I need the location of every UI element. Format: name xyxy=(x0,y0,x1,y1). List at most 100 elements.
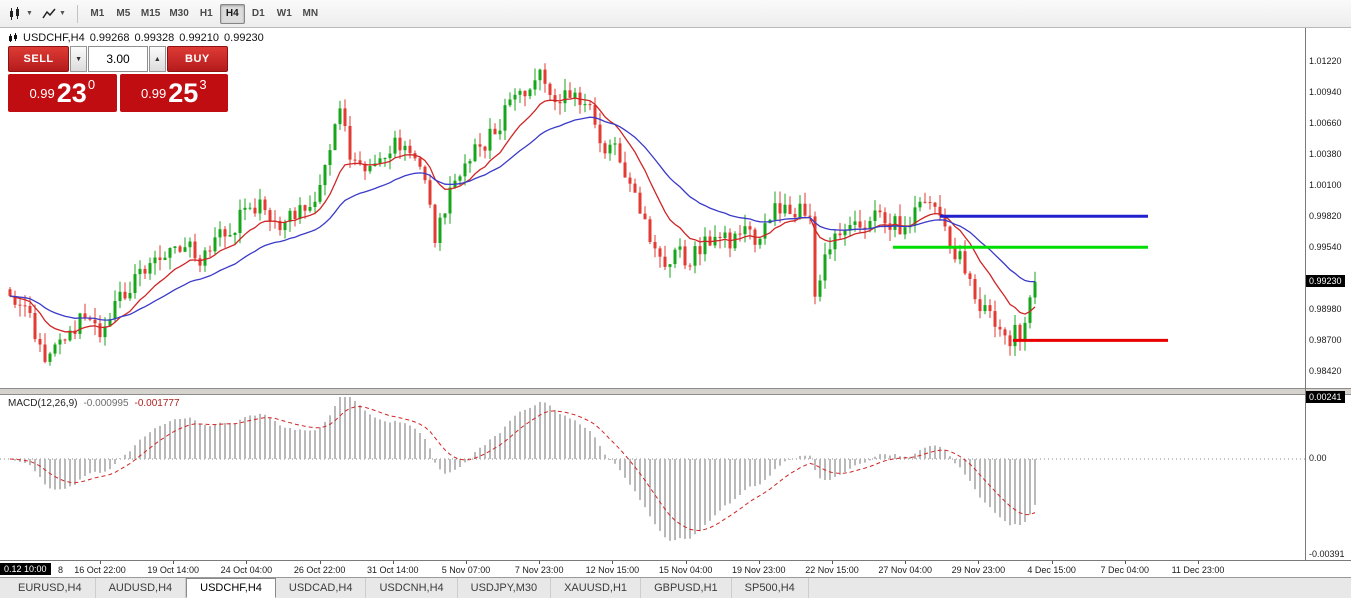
macd-signal-value: -0.001777 xyxy=(134,398,180,409)
time-axis-tick xyxy=(612,561,614,564)
candles-layer xyxy=(8,63,1037,366)
close-value: 0.99230 xyxy=(224,32,264,44)
buy-button[interactable]: BUY xyxy=(166,46,228,72)
top-toolbar: ▼ ▼ M1 M5 M15 M30 H1 H4 D1 W1 MN xyxy=(0,0,1351,28)
time-axis-tick xyxy=(1124,561,1126,564)
chart-ohlc-header: USDCHF,H4 0.99268 0.99328 0.99210 0.9923… xyxy=(8,32,264,44)
chart-type-button[interactable]: ▼ xyxy=(4,3,37,25)
time-axis-label: 19 Oct 14:00 xyxy=(147,565,199,575)
macd-signal-line xyxy=(9,405,1036,532)
timeframe-button-w1[interactable]: W1 xyxy=(276,8,292,19)
price-axis-label: 1.00100 xyxy=(1309,180,1342,190)
cursor-tools-button[interactable]: ▼ xyxy=(37,3,70,25)
cursor-icon xyxy=(42,8,56,18)
tab-gbpusd-h1[interactable]: GBPUSD,H1 xyxy=(641,578,732,598)
time-axis-label: 11 Dec 23:00 xyxy=(1171,565,1225,575)
time-axis-tick xyxy=(1198,561,1199,564)
timeframe-button-m15[interactable]: M15 xyxy=(140,8,161,19)
timeframe-button-group: M1 M5 M15 M30 H1 H4 D1 W1 MN xyxy=(85,3,324,24)
time-axis-label: 5 Nov 07:00 xyxy=(441,565,491,575)
chevron-down-icon: ▼ xyxy=(26,10,33,17)
open-value: 0.99268 xyxy=(89,32,130,44)
price-axis-label: 0.98700 xyxy=(1309,335,1342,345)
price-scale-divider xyxy=(1305,28,1306,560)
price-chart-canvas[interactable] xyxy=(0,28,1305,388)
sell-price-sup: 0 xyxy=(87,76,96,92)
time-axis-tick xyxy=(319,561,321,564)
price-axis-label: 0.98980 xyxy=(1309,304,1342,314)
tab-audusd-h4[interactable]: AUDUSD,H4 xyxy=(96,578,187,598)
time-axis-label: 7 Dec 04:00 xyxy=(1100,565,1150,575)
timeframe-button-m5[interactable]: M5 xyxy=(116,8,131,19)
time-axis-tick xyxy=(905,561,907,564)
time-axis-label: 8 xyxy=(58,565,64,575)
time-axis-tick xyxy=(978,561,980,564)
macd-indicator-canvas[interactable] xyxy=(0,395,1305,560)
time-axis-label: 19 Nov 23:00 xyxy=(732,565,786,575)
price-axis-label: 1.00380 xyxy=(1309,149,1342,159)
candlestick-chart-icon xyxy=(10,6,19,20)
sell-price-big: 23 xyxy=(56,77,87,108)
volume-decrease-button[interactable]: ▼ xyxy=(70,46,87,72)
tab-usdchf-h4[interactable]: USDCHF,H4 xyxy=(186,578,276,598)
timeframe-button-h4[interactable]: H4 xyxy=(219,3,245,24)
macd-histogram xyxy=(14,397,1036,541)
pane-splitter[interactable] xyxy=(0,388,1351,395)
chevron-down-icon: ▼ xyxy=(58,10,66,17)
time-axis[interactable]: 0.12 10:00 8 16 Oct 22:00 19 Oct 14:00 24 … xyxy=(0,560,1351,577)
macd-header: MACD(12,26,9) -0.000995 -0.001777 xyxy=(8,398,180,409)
symbol-period-label: USDCHF,H4 xyxy=(23,32,85,44)
time-axis-tick xyxy=(100,561,101,564)
tab-usdcad-h4[interactable]: USDCAD,H4 xyxy=(276,578,367,598)
time-axis-tick xyxy=(392,561,394,564)
volume-increase-button[interactable]: ▲ xyxy=(149,46,166,72)
time-axis-tick xyxy=(685,561,687,564)
tab-sp500-h4[interactable]: SP500,H4 xyxy=(732,578,809,598)
chart-tab-bar: EURUSD,H4 AUDUSD,H4 USDCHF,H4 USDCAD,H4 USDC… xyxy=(0,577,1351,598)
price-axis-label: 1.00940 xyxy=(1309,87,1342,97)
sell-button[interactable]: SELL xyxy=(8,46,70,72)
macd-bottom-label: -0.00391 xyxy=(1309,549,1345,559)
ma-fast-line xyxy=(9,97,1036,333)
timeframe-button-m1[interactable]: M1 xyxy=(90,8,105,19)
time-axis-label: 27 Nov 04:00 xyxy=(878,565,932,575)
time-highlight-tag: 0.12 10:00 xyxy=(0,563,51,575)
time-axis-tick xyxy=(1051,561,1053,564)
timeframe-button-m30[interactable]: M30 xyxy=(169,8,189,19)
tab-usdcnh-h4[interactable]: USDCNH,H4 xyxy=(366,578,458,598)
time-axis-label: 16 Oct 22:00 xyxy=(74,565,126,575)
chart-symbol-icon xyxy=(9,33,17,42)
tab-eurusd-h4[interactable]: EURUSD,H4 xyxy=(5,578,96,598)
time-axis-tick xyxy=(758,561,760,564)
low-value: 0.99210 xyxy=(179,32,220,44)
toolbar-separator xyxy=(76,4,78,23)
time-axis-tick xyxy=(246,561,248,564)
current-price-tag: 0.99230 xyxy=(1306,275,1345,287)
time-axis-label: 15 Nov 04:00 xyxy=(658,565,713,575)
high-value: 0.99328 xyxy=(134,32,175,44)
macd-main-value: -0.000995 xyxy=(83,398,129,409)
time-axis-label: 22 Nov 15:00 xyxy=(805,565,859,575)
time-axis-tick xyxy=(173,561,175,564)
price-axis-label: 0.99540 xyxy=(1309,242,1342,252)
buy-price-prefix: 0.99 xyxy=(140,85,167,101)
sell-price-prefix: 0.99 xyxy=(29,85,55,101)
tab-usdjpy-m30[interactable]: USDJPY,M30 xyxy=(458,578,552,598)
chart-window: USDCHF,H4 0.99268 0.99328 0.99210 0.9923… xyxy=(0,28,1351,577)
macd-title: MACD(12,26,9) xyxy=(8,398,78,409)
sell-price-box[interactable]: 0.99 23 0 xyxy=(8,74,117,112)
timeframe-button-mn[interactable]: MN xyxy=(302,8,319,19)
price-axis-label: 1.01220 xyxy=(1309,56,1342,66)
time-axis-tick xyxy=(466,561,467,564)
macd-top-tag: 0.00241 xyxy=(1306,391,1345,403)
ma-slow-line xyxy=(9,116,1035,321)
timeframe-button-d1[interactable]: D1 xyxy=(251,8,265,19)
buy-price-box[interactable]: 0.99 25 3 xyxy=(119,74,228,112)
time-axis-tick xyxy=(832,561,833,564)
timeframe-button-h1[interactable]: H1 xyxy=(199,8,213,19)
price-axis-label: 0.99820 xyxy=(1309,211,1342,221)
time-axis-label: 7 Nov 23:00 xyxy=(514,565,564,575)
volume-input[interactable] xyxy=(88,46,148,72)
time-axis-label: 31 Oct 14:00 xyxy=(367,565,419,575)
tab-xauusd-h1[interactable]: XAUUSD,H1 xyxy=(551,578,642,598)
